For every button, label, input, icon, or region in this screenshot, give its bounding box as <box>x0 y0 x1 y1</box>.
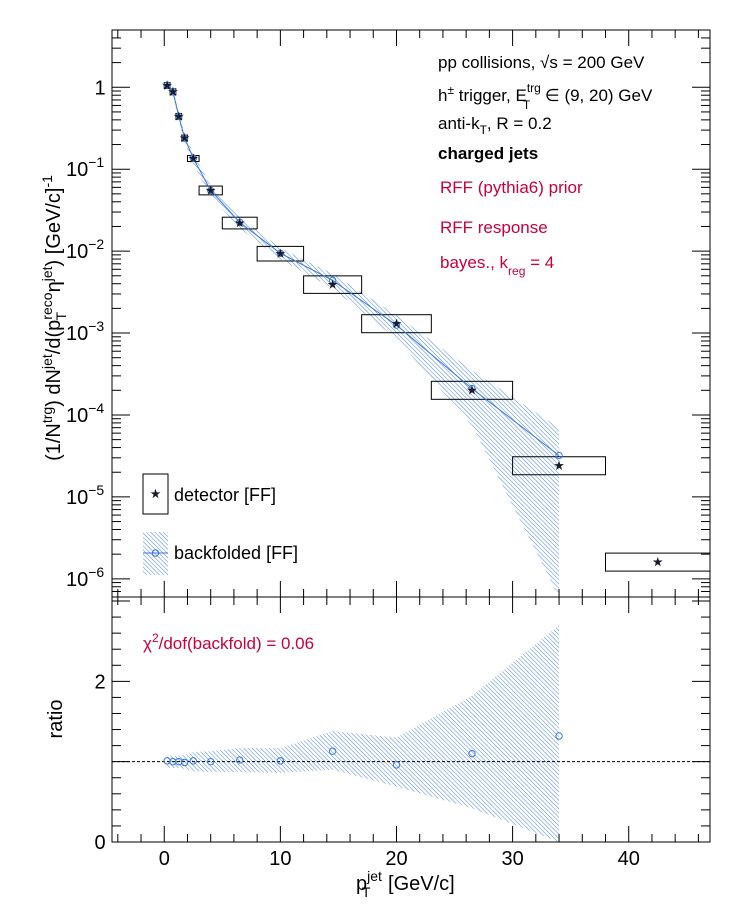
detector-point <box>327 279 338 289</box>
legend-backfolded-label: backfolded [FF] <box>174 543 298 563</box>
detector-point <box>554 460 564 470</box>
detector-point <box>275 248 286 258</box>
backfolded-point <box>555 451 563 460</box>
ratio-band <box>167 625 559 842</box>
y-tick-label: 10−4 <box>66 400 104 427</box>
detector-systematic-box <box>512 456 606 476</box>
annotation-trigger: h± trigger, Etrg T ∈ (9, 20) GeV <box>438 81 653 112</box>
x-tick-label: 0 <box>159 848 170 870</box>
annotation-bayes: bayes., kreg = 4 <box>440 253 554 278</box>
annotation-prior: RFF (pythia6) prior <box>440 178 583 197</box>
detector-systematic-box <box>430 380 514 400</box>
detector-point <box>234 217 245 228</box>
backfolded-curve <box>166 84 560 456</box>
detector-point <box>168 86 178 97</box>
detector-point <box>205 185 216 195</box>
detector-point <box>467 385 477 395</box>
x-tick-label: 30 <box>501 848 523 870</box>
ratio-panel: 02 0 10 20 30 40 ratio χ2/dof(backfold) = 0.… <box>45 596 711 900</box>
x-axis-ticks-top <box>117 30 699 597</box>
y-tick-label: 10−6 <box>66 564 104 591</box>
ratio-point <box>555 732 563 740</box>
legend: detector [FF] backfolded [FF] <box>142 473 298 575</box>
ratio-point <box>175 757 183 766</box>
ratio-point <box>468 749 476 758</box>
ratio-point <box>189 757 197 765</box>
detector-point <box>652 556 663 567</box>
y-axis-label: (1/Ntrg) dNjet/d(precoT ηjet) [GeV/c]-1 <box>39 175 69 461</box>
ratio-point <box>206 757 215 766</box>
ratio-y-ticks: 02 <box>94 600 710 854</box>
ratio-point <box>163 757 171 765</box>
y-tick-label: 10−5 <box>66 482 104 509</box>
ratio-markers <box>163 732 563 769</box>
legend-detector-label: detector [FF] <box>174 485 276 505</box>
detector-point <box>162 80 173 90</box>
ratio-point <box>169 757 177 766</box>
data-markers <box>162 80 663 567</box>
annotation-collisions: pp collisions, √s = 200 GeV <box>438 53 645 72</box>
x-axis-label: pjet T [GeV/c] <box>356 868 455 900</box>
y-tick-label: 10−3 <box>66 318 104 345</box>
ratio-uncertainty-band <box>167 625 559 842</box>
detector-systematic-box <box>604 552 711 572</box>
legend-star-marker <box>150 488 161 499</box>
x-tick-label: 20 <box>385 848 407 870</box>
ratio-point <box>392 761 401 769</box>
legend-detector-marker <box>150 488 161 499</box>
x-axis-ticks: 0 10 20 30 40 <box>117 597 699 870</box>
chi2-annotation: χ2/dof(backfold) = 0.06 <box>143 631 314 653</box>
ratio-point <box>180 758 189 767</box>
x-tick-label: 40 <box>618 848 640 870</box>
ratio-point <box>328 747 337 755</box>
ratio-point <box>236 756 244 764</box>
ratio-y-tick-label: 0 <box>94 832 105 854</box>
legend-backfolded-marker <box>151 549 160 557</box>
y-tick-label: 10−2 <box>66 236 104 263</box>
y-tick-label: 10−1 <box>66 154 104 181</box>
annotation-algorithm: anti-kT, R = 0.2 <box>438 114 552 137</box>
detector-systematic-box <box>221 216 258 230</box>
ratio-point <box>276 757 285 765</box>
y-axis-ticks: 1 10−1 10−2 10−3 10−4 10−5 10−6 <box>66 29 710 598</box>
detector-point <box>173 111 184 121</box>
detector-systematic-box <box>303 275 363 294</box>
detector-systematic-box <box>361 314 432 334</box>
annotation-response: RFF response <box>440 218 548 237</box>
spectrum-panel: 1 10−1 10−2 10−3 10−4 10−5 10−6 (1/Ntrg) dNjet… <box>39 29 711 598</box>
ratio-y-tick-label: 2 <box>94 671 105 693</box>
annotation-charged-jets: charged jets <box>438 144 538 163</box>
backfolded-line <box>166 84 560 456</box>
detector-point <box>179 132 190 143</box>
ratio-frame <box>111 596 711 843</box>
legend-detector-box <box>142 473 169 515</box>
y-tick-label: 1 <box>94 77 105 99</box>
x-tick-label: 10 <box>269 848 291 870</box>
detector-point <box>391 318 402 328</box>
detector-point <box>188 153 199 163</box>
ratio-y-label: ratio <box>45 700 67 739</box>
spectrum-frame <box>111 29 711 598</box>
detector-systematic-box <box>256 245 305 262</box>
